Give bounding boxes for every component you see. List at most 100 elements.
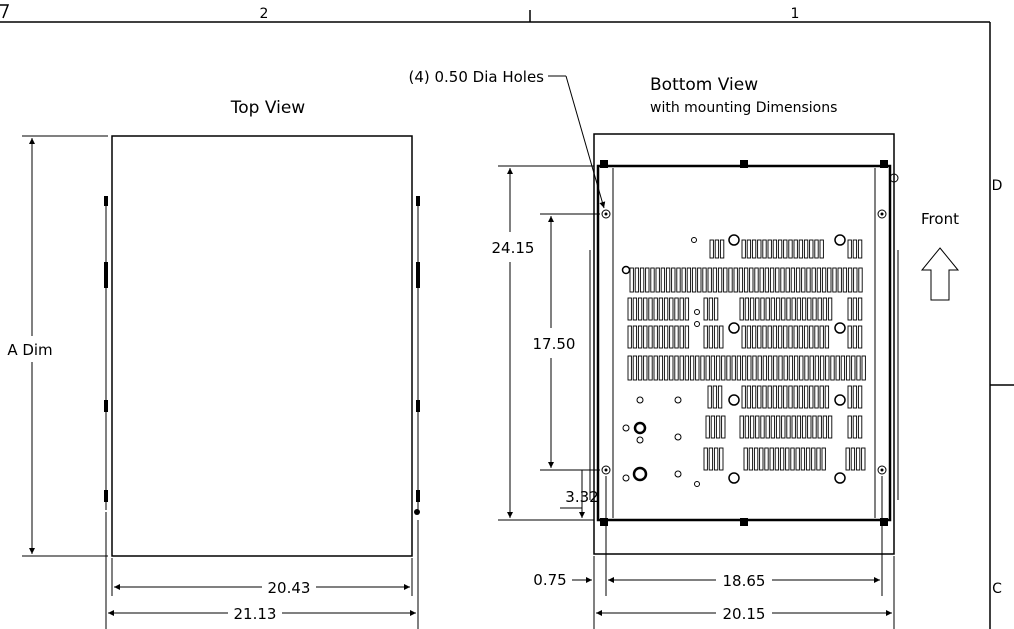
component-holes <box>621 234 846 487</box>
vent-slot <box>710 355 716 381</box>
vent-slot <box>660 267 666 293</box>
vent-slot <box>847 385 852 409</box>
inner-width-value: 20.43 <box>268 579 311 597</box>
vent-slot <box>807 297 812 321</box>
vent-slot <box>778 355 783 381</box>
vent-slot <box>795 447 800 471</box>
vent-slot <box>775 415 781 439</box>
vent-slot <box>637 297 643 321</box>
vent-slot <box>643 325 648 349</box>
hole-spacing-vertical-value: 17.50 <box>533 335 576 353</box>
vent-slot <box>643 297 648 321</box>
vent-slot <box>857 415 863 439</box>
vent-slot <box>719 447 724 471</box>
vent-slot <box>719 325 724 349</box>
vent-slot <box>814 355 820 381</box>
vent-slot <box>671 267 676 293</box>
vent-slot <box>855 447 861 471</box>
vent-slot <box>712 385 718 409</box>
vent-slot <box>850 447 856 471</box>
vent-slot <box>764 267 770 293</box>
vent-slot <box>743 267 749 293</box>
vent-slot <box>811 447 816 471</box>
vent-slot <box>658 325 664 349</box>
vent-slot <box>814 239 819 259</box>
overall-width-dimension: 20.15 <box>596 605 892 623</box>
vent-slot <box>812 415 817 439</box>
vent-slot <box>847 297 852 321</box>
vent-slot <box>684 297 690 321</box>
vent-slot <box>772 385 778 409</box>
vent-slot <box>751 239 757 259</box>
vertical-extension-lines <box>498 165 600 521</box>
vent-slot <box>790 267 796 293</box>
vent-slot <box>769 447 774 471</box>
vent-slot <box>775 267 780 293</box>
bottom-view-outer-panel <box>593 133 895 555</box>
vent-slot <box>759 267 764 293</box>
vent-slot <box>793 355 799 381</box>
vent-slot <box>852 239 858 259</box>
vent-slot <box>674 325 679 349</box>
vent-slot <box>837 267 842 293</box>
vent-slot <box>783 385 788 409</box>
vent-slot <box>744 415 750 439</box>
vent-slot <box>713 447 719 471</box>
vent-slot <box>723 267 728 293</box>
top-view-panel <box>111 135 413 557</box>
vent-slot <box>663 325 669 349</box>
vent-slot <box>852 297 858 321</box>
vent-slot <box>755 297 760 321</box>
vent-slot <box>825 355 830 381</box>
vent-slot <box>653 325 658 349</box>
vent-slot <box>721 415 726 439</box>
vent-slot <box>645 267 650 293</box>
vent-slot <box>733 267 738 293</box>
zone-label-c: C <box>992 581 1002 597</box>
vent-slot <box>801 267 806 293</box>
vent-slot <box>840 355 846 381</box>
vent-slot <box>796 415 802 439</box>
vent-slot <box>751 325 757 349</box>
vent-slot <box>845 447 850 471</box>
vent-slot <box>721 355 726 381</box>
vent-slot <box>703 297 708 321</box>
vent-slot <box>648 297 653 321</box>
vent-slot <box>835 355 840 381</box>
vent-slot <box>819 239 824 259</box>
vent-slot <box>830 355 835 381</box>
outer-width-value: 21.13 <box>234 605 277 623</box>
vent-slot <box>861 355 866 381</box>
vent-slot <box>780 267 785 293</box>
vent-slot <box>708 325 714 349</box>
vent-slot <box>800 447 806 471</box>
vent-slot <box>715 415 721 439</box>
vent-slot <box>703 325 708 349</box>
vent-slot <box>847 267 853 293</box>
vent-slot <box>819 355 825 381</box>
vent-slot <box>739 415 744 439</box>
vent-slot <box>710 415 716 439</box>
vent-slot <box>861 447 866 471</box>
mounting-hole <box>877 209 887 219</box>
vent-slot <box>803 239 809 259</box>
overall-width-value: 20.15 <box>723 605 766 623</box>
vent-slot <box>679 355 684 381</box>
hole-spacing-vertical-dimension: 17.50 <box>533 216 576 468</box>
vent-slot <box>769 267 775 293</box>
vent-slot <box>632 355 638 381</box>
vent-slot <box>697 267 702 293</box>
mounting-hole <box>877 465 887 475</box>
vent-slot <box>793 239 798 259</box>
vent-slot <box>648 355 653 381</box>
vent-slot <box>791 415 796 439</box>
vent-slot <box>827 297 833 321</box>
vent-slot <box>762 325 767 349</box>
vent-slot <box>691 267 697 293</box>
vent-slot <box>781 415 786 439</box>
vent-slot <box>760 297 765 321</box>
vent-slot <box>632 297 638 321</box>
vent-slot <box>760 415 765 439</box>
vent-slot <box>816 447 821 471</box>
